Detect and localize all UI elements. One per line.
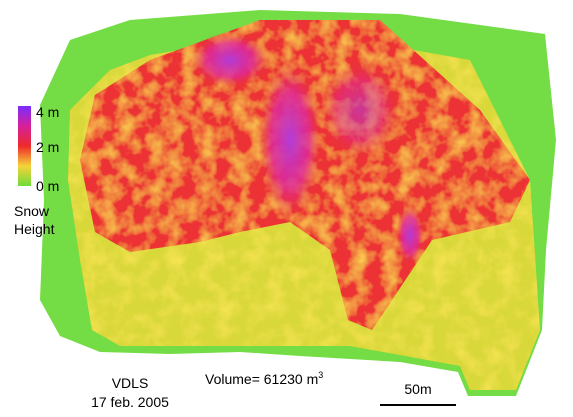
volume-label: Volume= 61230 m3	[205, 370, 323, 387]
legend-title: Snow	[14, 203, 50, 219]
peak-zone	[258, 60, 322, 220]
snow-map: 4 m 2 m 0 m Snow Height VDLS 17 feb. 200…	[0, 0, 573, 417]
site-label: VDLS	[112, 375, 149, 391]
legend-tick: 0 m	[36, 178, 59, 194]
peak-zone	[396, 205, 424, 265]
colorbar	[18, 106, 31, 186]
legend-tick: 2 m	[36, 139, 59, 155]
terrain	[40, 10, 556, 396]
scale-label: 50m	[404, 381, 431, 397]
peak-zone	[190, 32, 270, 88]
volume-exponent: 3	[318, 370, 323, 380]
legend-title: Height	[14, 221, 55, 237]
peak-zone	[320, 60, 400, 160]
legend-tick: 4 m	[36, 104, 59, 120]
date-label: 17 feb. 2005	[91, 394, 169, 410]
volume-text: Volume= 61230 m	[205, 371, 318, 387]
